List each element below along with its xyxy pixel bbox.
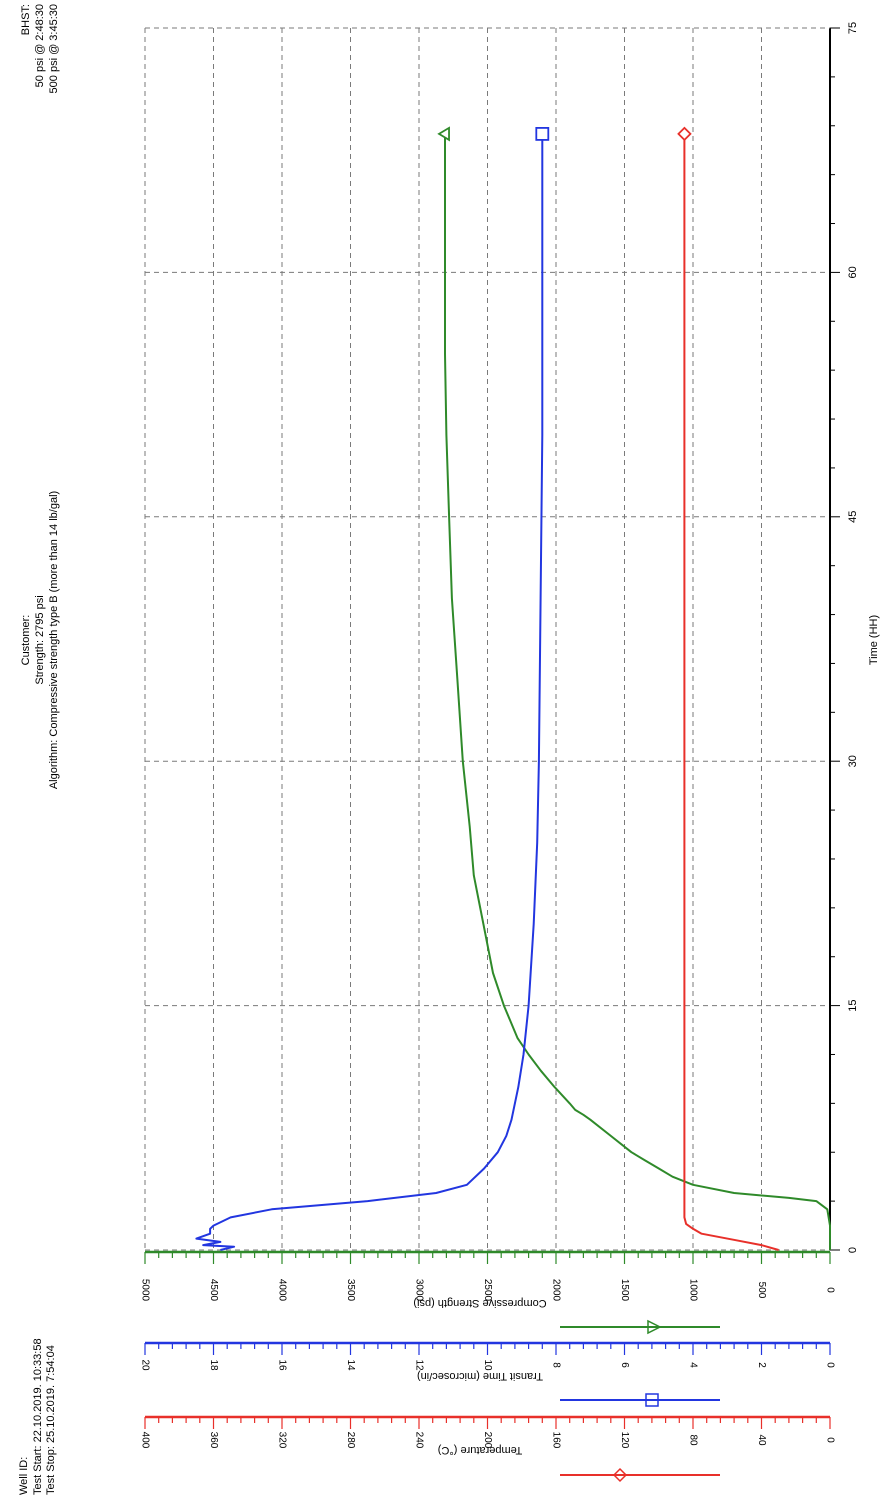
time-axis-title: Time (HH) [868, 615, 880, 665]
temperature-tick-label: 400 [139, 1432, 150, 1449]
strength-tick-label: 0 [824, 1287, 835, 1293]
strength-tick-label: 1000 [687, 1279, 698, 1302]
strength-tick-label: 4000 [276, 1279, 287, 1302]
transit-tick-label: 8 [550, 1362, 561, 1368]
well-id-label: Well ID: [18, 1457, 30, 1495]
customer-label: Customer: [20, 615, 32, 666]
psi500-label: 500 psi @ 3:45:30 [48, 4, 60, 93]
temperature-axis: 0 40 80 120 160 200 240 280 320 360 400 Temperature… [139, 1415, 835, 1476]
temperature-tick-label: 360 [208, 1432, 219, 1449]
strength-tick-label: 5000 [139, 1279, 150, 1302]
temperature-tick-label: 0 [824, 1437, 835, 1443]
time-tick-label: 15 [847, 999, 859, 1011]
transit-tick-label: 18 [208, 1359, 219, 1371]
strength-axis-title: Compressive Strength (psi) [413, 1297, 546, 1309]
temperature-series-line [683, 133, 779, 1251]
temperature-tick-label: 320 [276, 1432, 287, 1449]
transit-tick-label: 6 [619, 1362, 630, 1368]
temperature-tick-label: 280 [345, 1432, 356, 1449]
strength-axis: 0 500 1000 1500 2000 2500 3000 3500 4000 4500 5000… [139, 1250, 835, 1328]
strength-tick-label: 4500 [208, 1279, 219, 1302]
bhst-label: BHST: [20, 4, 32, 35]
temperature-tick-label: 80 [687, 1434, 698, 1446]
test-stop-label: Test Stop: 25.10.2019. 7:54:04 [45, 1345, 57, 1495]
temperature-tick-label: 200 [482, 1432, 493, 1449]
temperature-end-marker [677, 126, 692, 142]
transit-tick-label: 10 [482, 1359, 493, 1371]
transit-tick-label: 0 [824, 1362, 835, 1368]
strength-tick-label: 2500 [482, 1279, 493, 1302]
transit-tick-label: 14 [345, 1359, 356, 1371]
transit-axis: 0 2 4 6 8 10 12 14 16 18 20 Transit Time (microsec/… [139, 1341, 835, 1401]
psi50-label: 50 psi @ 2:48:30 [34, 4, 46, 87]
time-tick-label: 75 [847, 22, 859, 34]
time-axis: 0 15 30 45 60 75 Time (HH) [829, 22, 880, 1253]
strength-tick-label: 3000 [413, 1279, 424, 1302]
strength-tick-label: 1500 [619, 1279, 630, 1302]
algorithm-label: Algorithm: Compressive strength type B (… [48, 491, 60, 789]
temperature-tick-label: 120 [619, 1432, 630, 1449]
time-tick-label: 45 [847, 511, 859, 523]
grid-lines [144, 27, 831, 1251]
strength-tick-label: 3500 [345, 1279, 356, 1302]
time-tick-label: 60 [847, 266, 859, 278]
transit-end-marker [535, 127, 550, 141]
transit-tick-label: 4 [687, 1362, 698, 1368]
transit-tick-label: 16 [276, 1359, 287, 1371]
strength-label: Strength: 2795 psi [34, 595, 46, 684]
transit-tick-label: 2 [756, 1362, 767, 1368]
transit-tick-label: 12 [413, 1359, 424, 1371]
transit-axis-title: Transit Time (microsec/in) [417, 1370, 543, 1382]
test-start-label: Test Start: 22.10.2019. 10:33:58 [32, 1338, 44, 1495]
strength-tick-label: 2000 [550, 1279, 561, 1302]
time-tick-label: 30 [847, 755, 859, 767]
temperature-legend-marker [612, 1467, 628, 1483]
strength-series-line [444, 133, 831, 1250]
transit-series-line [195, 133, 544, 1251]
strength-end-marker [437, 126, 450, 142]
transit-tick-label: 20 [139, 1359, 150, 1371]
temperature-tick-label: 240 [413, 1432, 424, 1449]
strength-tick-label: 500 [756, 1282, 767, 1299]
temperature-tick-label: 160 [550, 1432, 561, 1449]
strength-legend-marker [647, 1319, 662, 1335]
transit-legend-marker [645, 1393, 659, 1407]
time-tick-label: 0 [847, 1247, 859, 1253]
temperature-tick-label: 40 [756, 1434, 767, 1446]
temperature-axis-title: Temperature (°C) [438, 1444, 522, 1456]
